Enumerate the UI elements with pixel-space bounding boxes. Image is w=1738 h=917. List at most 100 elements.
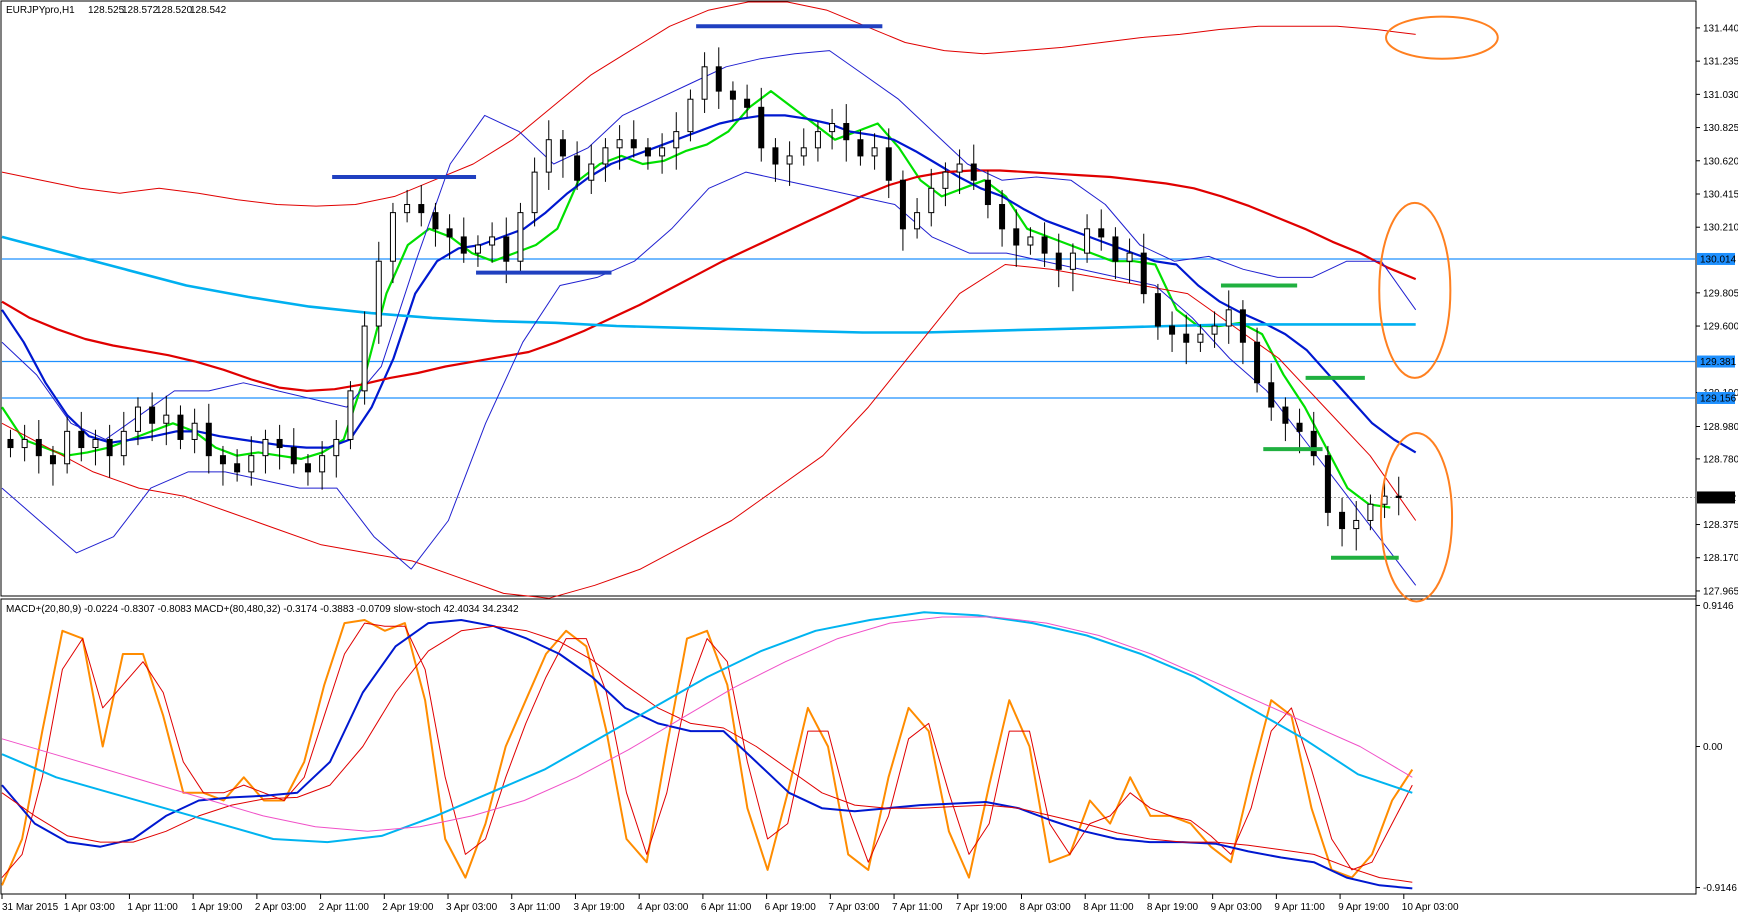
candle-bear [1395, 495, 1402, 498]
series-envelope-upper [1, 50, 1417, 440]
candle-bear [1041, 236, 1048, 254]
candle-bear [970, 163, 977, 181]
candle-bull [21, 438, 28, 449]
price-layer [1, 1, 1695, 603]
candle-bull [659, 147, 666, 157]
candle-bull [375, 260, 382, 327]
candle-bull [1197, 333, 1204, 343]
price-tick-label: 131.440 [1703, 23, 1738, 34]
candle-bear [149, 406, 156, 424]
candle-bear [984, 179, 991, 206]
candle-bull [517, 212, 524, 262]
time-tick-label: 8 Apr 11:00 [1083, 902, 1134, 913]
series-macd-fast-signal [1, 625, 1413, 883]
candle-bear [574, 155, 581, 181]
candle-bear [1239, 309, 1246, 343]
candle-bear [999, 204, 1006, 230]
series-bollinger-upper [1, 1, 1416, 207]
indicator-tick-label: -0.9146 [1703, 883, 1737, 894]
candle-bull [489, 236, 496, 246]
candle-bear [644, 147, 651, 157]
price-badge-label: 129.156 [1700, 393, 1737, 404]
time-tick-label: 1 Apr 11:00 [127, 902, 178, 913]
candle-bull [1126, 252, 1133, 262]
candle-bear [630, 139, 637, 149]
indicator-title: MACD+(20,80,9) -0.0224 -0.8307 -0.8083 M… [6, 604, 519, 615]
candle-bear [446, 228, 453, 238]
candle-bull [1353, 519, 1360, 530]
candle-bear [78, 430, 85, 449]
candle-bear [460, 236, 467, 254]
candle-bull [262, 438, 269, 457]
price-tick-label: 128.980 [1703, 422, 1738, 433]
orange-circle-annotation [1385, 15, 1499, 60]
series-bollinger-lower [1, 264, 1417, 599]
chart-title: EURJPYpro,H1 [6, 5, 75, 16]
series-stoch-red [1, 622, 1413, 878]
candle-bull [319, 455, 326, 473]
candle-bull [404, 204, 411, 214]
candle-bear [1268, 382, 1275, 408]
candle-bull [956, 163, 963, 173]
ohlc-open: 128.525 [88, 5, 125, 16]
indicator-tick-label: 0.9146 [1703, 601, 1734, 612]
candle-bear [205, 422, 212, 457]
price-badge-label: 128.542 [1700, 493, 1737, 504]
time-tick-label: 2 Apr 19:00 [382, 902, 434, 913]
candle-bear [304, 463, 311, 473]
series-stoch-orange [1, 619, 1414, 886]
time-tick-label: 3 Apr 03:00 [446, 902, 498, 913]
orange-circle-annotation [1378, 201, 1452, 379]
candle-bear [276, 438, 283, 449]
candle-bull [389, 212, 396, 262]
candle-bear [177, 414, 184, 440]
candle-bear [559, 139, 566, 157]
candle-bull [928, 187, 935, 214]
time-tick-label: 3 Apr 19:00 [573, 902, 625, 913]
time-tick-label: 2 Apr 11:00 [319, 902, 370, 913]
candle-bear [106, 438, 113, 457]
series-envelope-lower [1, 171, 1417, 586]
candle-bull [248, 455, 255, 473]
price-tick-label: 130.415 [1703, 189, 1738, 200]
candle-bull [134, 406, 141, 432]
price-tick-label: 127.965 [1703, 586, 1738, 597]
candle-bull [1225, 309, 1232, 327]
series-sma-fast-green- [1, 89, 1391, 509]
candle-bull [1027, 236, 1034, 246]
candle-bear [1310, 430, 1317, 457]
candle-bear [1169, 325, 1176, 335]
time-tick-label: 6 Apr 19:00 [765, 902, 817, 913]
candle-bear [1140, 252, 1147, 295]
time-tick-label: 9 Apr 11:00 [1274, 902, 1325, 913]
price-tick-label: 128.170 [1703, 553, 1738, 564]
candle-bull [1367, 503, 1374, 521]
time-tick-label: 9 Apr 19:00 [1338, 902, 1390, 913]
candle-bull [602, 147, 609, 165]
candle-bear [35, 438, 42, 457]
time-tick-label: 10 Apr 03:00 [1402, 902, 1459, 913]
candle-bull [914, 212, 921, 230]
series-sma-medium-blue- [1, 114, 1417, 454]
orange-circle-annotation [1379, 431, 1454, 603]
candle-bear [49, 455, 56, 465]
time-tick-label: 8 Apr 19:00 [1147, 902, 1199, 913]
candle-bull [361, 325, 368, 392]
price-badge-label: 129.381 [1700, 357, 1737, 368]
candle-bear [899, 179, 906, 230]
price-tick-label: 128.780 [1703, 454, 1738, 465]
candle-bull [1211, 325, 1218, 335]
current-price-badge [1697, 491, 1735, 504]
candle-bull [829, 123, 836, 133]
axis-layer: 131.440 131.235 131.030 130.825 130.620 130.4… [1, 23, 1738, 913]
time-tick-label: 7 Apr 11:00 [892, 902, 943, 913]
candle-bull [1069, 252, 1076, 270]
level-price-badge [1697, 252, 1735, 265]
candle-bull [942, 171, 949, 189]
candle-bear [1296, 422, 1303, 432]
time-tick-label: 1 Apr 03:00 [64, 902, 116, 913]
candle-bear [729, 90, 736, 100]
ohlc-high: 128.572 [122, 5, 159, 16]
